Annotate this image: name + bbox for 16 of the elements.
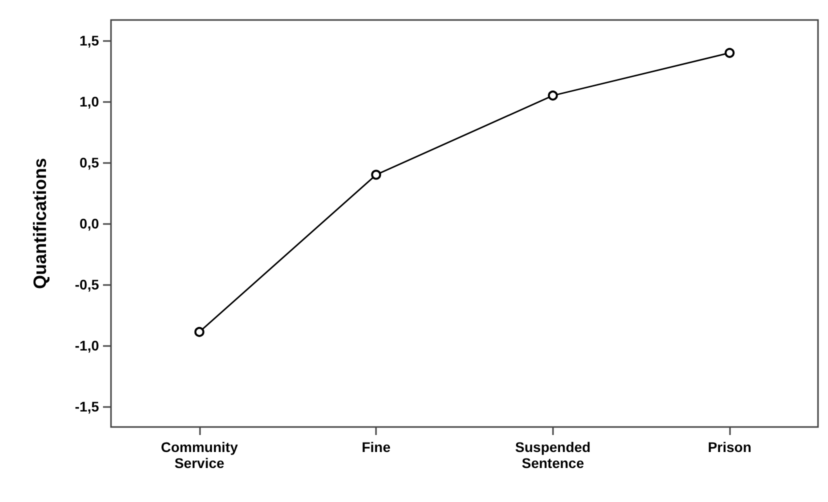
x-tick-label: Fine xyxy=(362,439,391,455)
x-tick-label: Suspended Sentence xyxy=(515,439,591,471)
y-tick-label: -1,5 xyxy=(74,398,100,414)
x-tick-label: Prison xyxy=(708,439,752,455)
point xyxy=(724,48,735,58)
point xyxy=(548,90,558,101)
point xyxy=(371,170,382,180)
y-tick-label: -1,0 xyxy=(74,337,100,354)
y-tick-label: -0,5 xyxy=(74,276,100,292)
point xyxy=(194,326,204,337)
x-tick-label: Community Service xyxy=(160,439,238,471)
y-tick-label: 1,0 xyxy=(80,94,100,110)
y-tick-label: 0,0 xyxy=(80,216,100,232)
y-axis-title: Quantifications xyxy=(30,158,50,290)
y-tick-label: 0,5 xyxy=(80,154,100,171)
y-tick-label: 1,5 xyxy=(80,32,100,49)
